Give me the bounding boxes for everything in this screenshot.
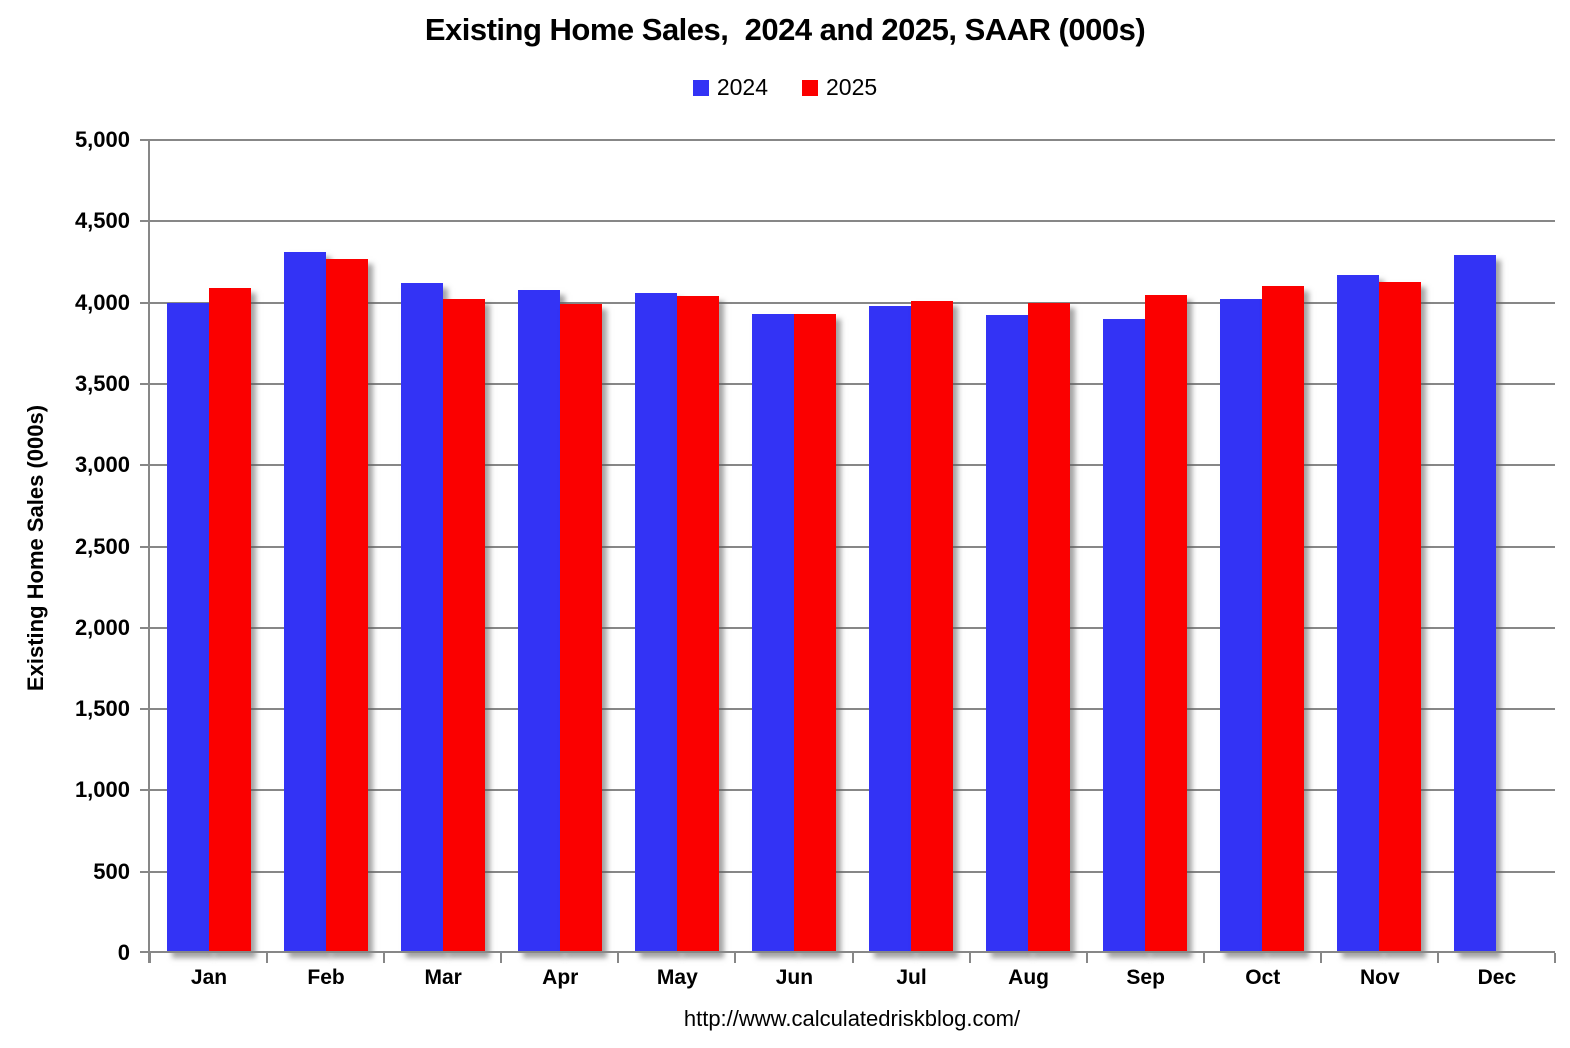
- y-tick-label-5,000: 5,000: [74, 127, 130, 152]
- gridline-500: [140, 870, 1555, 873]
- x-axis-tick-7: [968, 953, 971, 963]
- gridline-2500: [140, 545, 1555, 548]
- bar-2024-jul: [869, 305, 912, 953]
- bar-2025-mar: [442, 299, 485, 953]
- bar-2024-may: [634, 292, 677, 953]
- gridline-5000: [140, 139, 1555, 141]
- y-tick-label-500: 500: [93, 858, 130, 884]
- bar-2024-dec: [1454, 255, 1497, 953]
- x-label-jun: Jun: [775, 966, 814, 989]
- legend-item-2025: 2025: [802, 74, 877, 101]
- y-tick-label-4,000: 4,000: [74, 289, 130, 315]
- y-tick-label-3,500: 3,500: [74, 370, 130, 396]
- x-axis-tick-11: [1436, 953, 1439, 963]
- y-axis-line: [148, 140, 150, 963]
- bar-2024-sep: [1103, 318, 1146, 953]
- x-label-aug: Aug: [1008, 966, 1049, 989]
- chart-title: Existing Home Sales, 2024 and 2025, SAAR…: [424, 12, 1146, 47]
- bar-2024-apr: [517, 290, 560, 953]
- bar-2025-jul: [911, 300, 954, 953]
- y-tick-label-3,000: 3,000: [74, 452, 130, 478]
- bar-2024-nov: [1337, 274, 1380, 953]
- bar-2025-sep: [1145, 295, 1188, 953]
- x-axis-tick-0: [149, 953, 151, 963]
- x-axis-tick-1: [266, 953, 269, 963]
- bar-2024-mar: [400, 283, 443, 953]
- x-axis-tick-6: [851, 953, 854, 963]
- legend-swatch-2025: [802, 79, 818, 96]
- y-tick-label-1,000: 1,000: [74, 777, 130, 803]
- bar-2025-jan: [208, 287, 251, 953]
- y-tick-label-4,500: 4,500: [74, 208, 130, 234]
- bar-2025-nov: [1379, 282, 1422, 953]
- plot-area: [140, 139, 1556, 963]
- bar-2024-jan: [166, 302, 209, 953]
- x-axis-tick-2: [383, 953, 386, 963]
- gridline-4000: [140, 301, 1555, 304]
- bar-2025-feb: [325, 258, 368, 953]
- chart-legend: 2024 2025: [0, 74, 1570, 101]
- x-axis-tick-9: [1202, 953, 1205, 963]
- y-tick-label-0: 0: [117, 940, 130, 965]
- bar-2025-aug: [1028, 302, 1071, 953]
- gridline-2000: [140, 626, 1555, 629]
- x-label-may: May: [656, 966, 698, 989]
- gridline-1500: [140, 708, 1555, 711]
- x-label-oct: Oct: [1245, 966, 1281, 989]
- bar-2025-jun: [793, 313, 836, 953]
- x-label-nov: Nov: [1359, 966, 1400, 989]
- gridline-3000: [140, 464, 1555, 467]
- x-label-sep: Sep: [1126, 966, 1165, 989]
- legend-label-2024: 2024: [716, 74, 768, 100]
- x-axis-tick-8: [1085, 953, 1088, 963]
- bar-2024-aug: [986, 314, 1029, 953]
- bar-2025-oct: [1262, 286, 1305, 953]
- y-tick-label-2,500: 2,500: [74, 533, 130, 559]
- x-axis-tick-4: [617, 953, 620, 963]
- bar-2024-oct: [1220, 298, 1263, 953]
- x-axis-tick-5: [734, 953, 737, 963]
- bar-2025-may: [676, 296, 719, 953]
- x-label-mar: Mar: [424, 966, 462, 989]
- gridline-3500: [140, 382, 1555, 385]
- legend-swatch-2024: [692, 79, 709, 96]
- bar-2024-jun: [751, 313, 794, 953]
- legend-label-2025: 2025: [826, 74, 878, 100]
- x-axis-tick-10: [1319, 953, 1322, 963]
- x-label-feb: Feb: [307, 966, 345, 989]
- legend-item-2024: 2024: [692, 74, 768, 101]
- gridline-1000: [140, 789, 1555, 792]
- x-label-dec: Dec: [1477, 966, 1517, 989]
- x-axis-line: [140, 951, 1555, 953]
- y-tick-label-1,500: 1,500: [74, 696, 130, 722]
- x-label-jan: Jan: [190, 966, 228, 989]
- x-axis-tick-12: [1554, 953, 1556, 963]
- gridline-4500: [140, 220, 1555, 223]
- x-axis-tick-3: [500, 953, 503, 963]
- source-url-text: http://www.calculatedriskblog.com/: [683, 1006, 1021, 1031]
- y-tick-label-2,000: 2,000: [74, 614, 130, 640]
- x-label-apr: Apr: [542, 966, 579, 989]
- x-label-jul: Jul: [896, 966, 927, 989]
- bar-2025-apr: [559, 304, 602, 953]
- bar-2024-feb: [283, 252, 326, 953]
